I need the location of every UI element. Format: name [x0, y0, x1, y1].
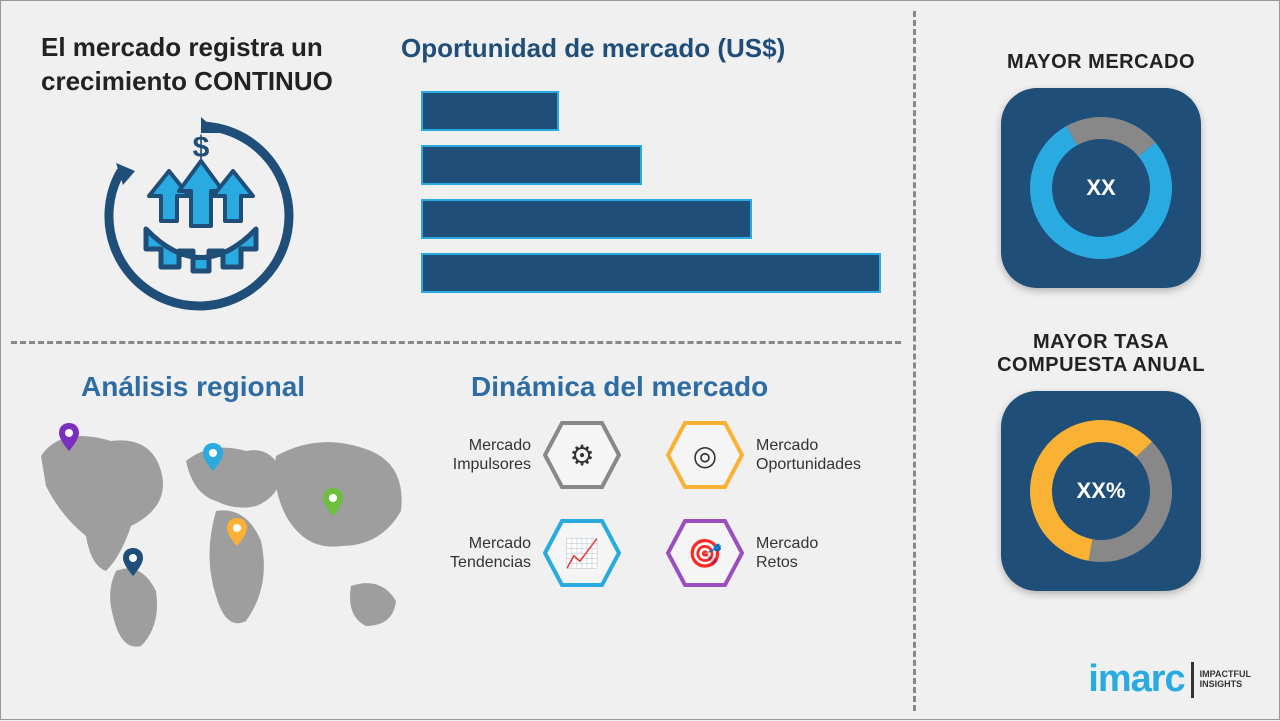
map-pin-icon: [203, 443, 223, 471]
metric-tile-value: XX%: [1077, 478, 1126, 504]
metric-tile: XX%: [1001, 391, 1201, 591]
dynamics-heading: Dinámica del mercado: [471, 371, 768, 403]
dynamics-grid: ⚙ MercadoImpulsores ◎ MercadoOportunidades 📈…: [421, 421, 901, 587]
dynamics-item-label: MercadoTendencias: [421, 534, 531, 572]
dynamics-hexagon-icon: 📈: [543, 519, 621, 587]
opportunity-bar: [421, 91, 559, 131]
growth-heading-line2: crecimiento CONTINUO: [41, 66, 333, 96]
metric-tile-block: MAYOR TASACOMPUESTA ANUAL XX%: [981, 331, 1221, 591]
dynamics-item-label: MercadoOportunidades: [756, 436, 876, 474]
map-pin-icon: [123, 548, 143, 576]
dynamics-item: ◎ MercadoOportunidades: [666, 421, 901, 489]
dynamics-hexagon-icon: ⚙: [543, 421, 621, 489]
map-pin-icon: [227, 518, 247, 546]
world-map: [21, 416, 421, 666]
logo-divider: [1191, 662, 1194, 698]
map-pin-icon: [323, 488, 343, 516]
growth-heading-line1: El mercado registra un: [41, 32, 323, 62]
metric-tile-block: MAYOR MERCADO XX: [981, 51, 1221, 288]
metric-tile-value: XX: [1086, 175, 1115, 201]
opportunity-bar: [421, 253, 881, 293]
growth-cycle-icon: $: [91, 111, 311, 321]
metric-tile-title: MAYOR MERCADO: [981, 51, 1221, 74]
brand-logo: imarc IMPACTFUL INSIGHTS: [1088, 658, 1251, 701]
dynamics-item-label: MercadoImpulsores: [421, 436, 531, 474]
logo-brand-text: imarc: [1088, 658, 1184, 701]
regional-heading: Análisis regional: [81, 371, 305, 403]
dynamics-item: ⚙ MercadoImpulsores: [421, 421, 656, 489]
metric-tile: XX: [1001, 88, 1201, 288]
opportunity-bar-chart: [421, 91, 891, 311]
horizontal-divider: [11, 341, 901, 344]
logo-tagline: IMPACTFUL INSIGHTS: [1200, 670, 1251, 690]
vertical-divider: [913, 11, 916, 711]
dynamics-hexagon-icon: ◎: [666, 421, 744, 489]
dynamics-hexagon-icon: 🎯: [666, 519, 744, 587]
dynamics-item: 📈 MercadoTendencias: [421, 519, 656, 587]
growth-heading: El mercado registra un crecimiento CONTI…: [41, 31, 381, 99]
main-panel: El mercado registra un crecimiento CONTI…: [1, 1, 911, 721]
dynamics-item-label: MercadoRetos: [756, 534, 876, 572]
right-panel: MAYOR MERCADO XX MAYOR TASACOMPUESTA ANUAL…: [921, 1, 1280, 721]
opportunity-bar: [421, 145, 642, 185]
opportunity-bar: [421, 199, 752, 239]
dynamics-item: 🎯 MercadoRetos: [666, 519, 901, 587]
opportunity-heading: Oportunidad de mercado (US$): [401, 33, 785, 64]
map-pin-icon: [59, 423, 79, 451]
metric-tile-title: MAYOR TASACOMPUESTA ANUAL: [981, 331, 1221, 377]
